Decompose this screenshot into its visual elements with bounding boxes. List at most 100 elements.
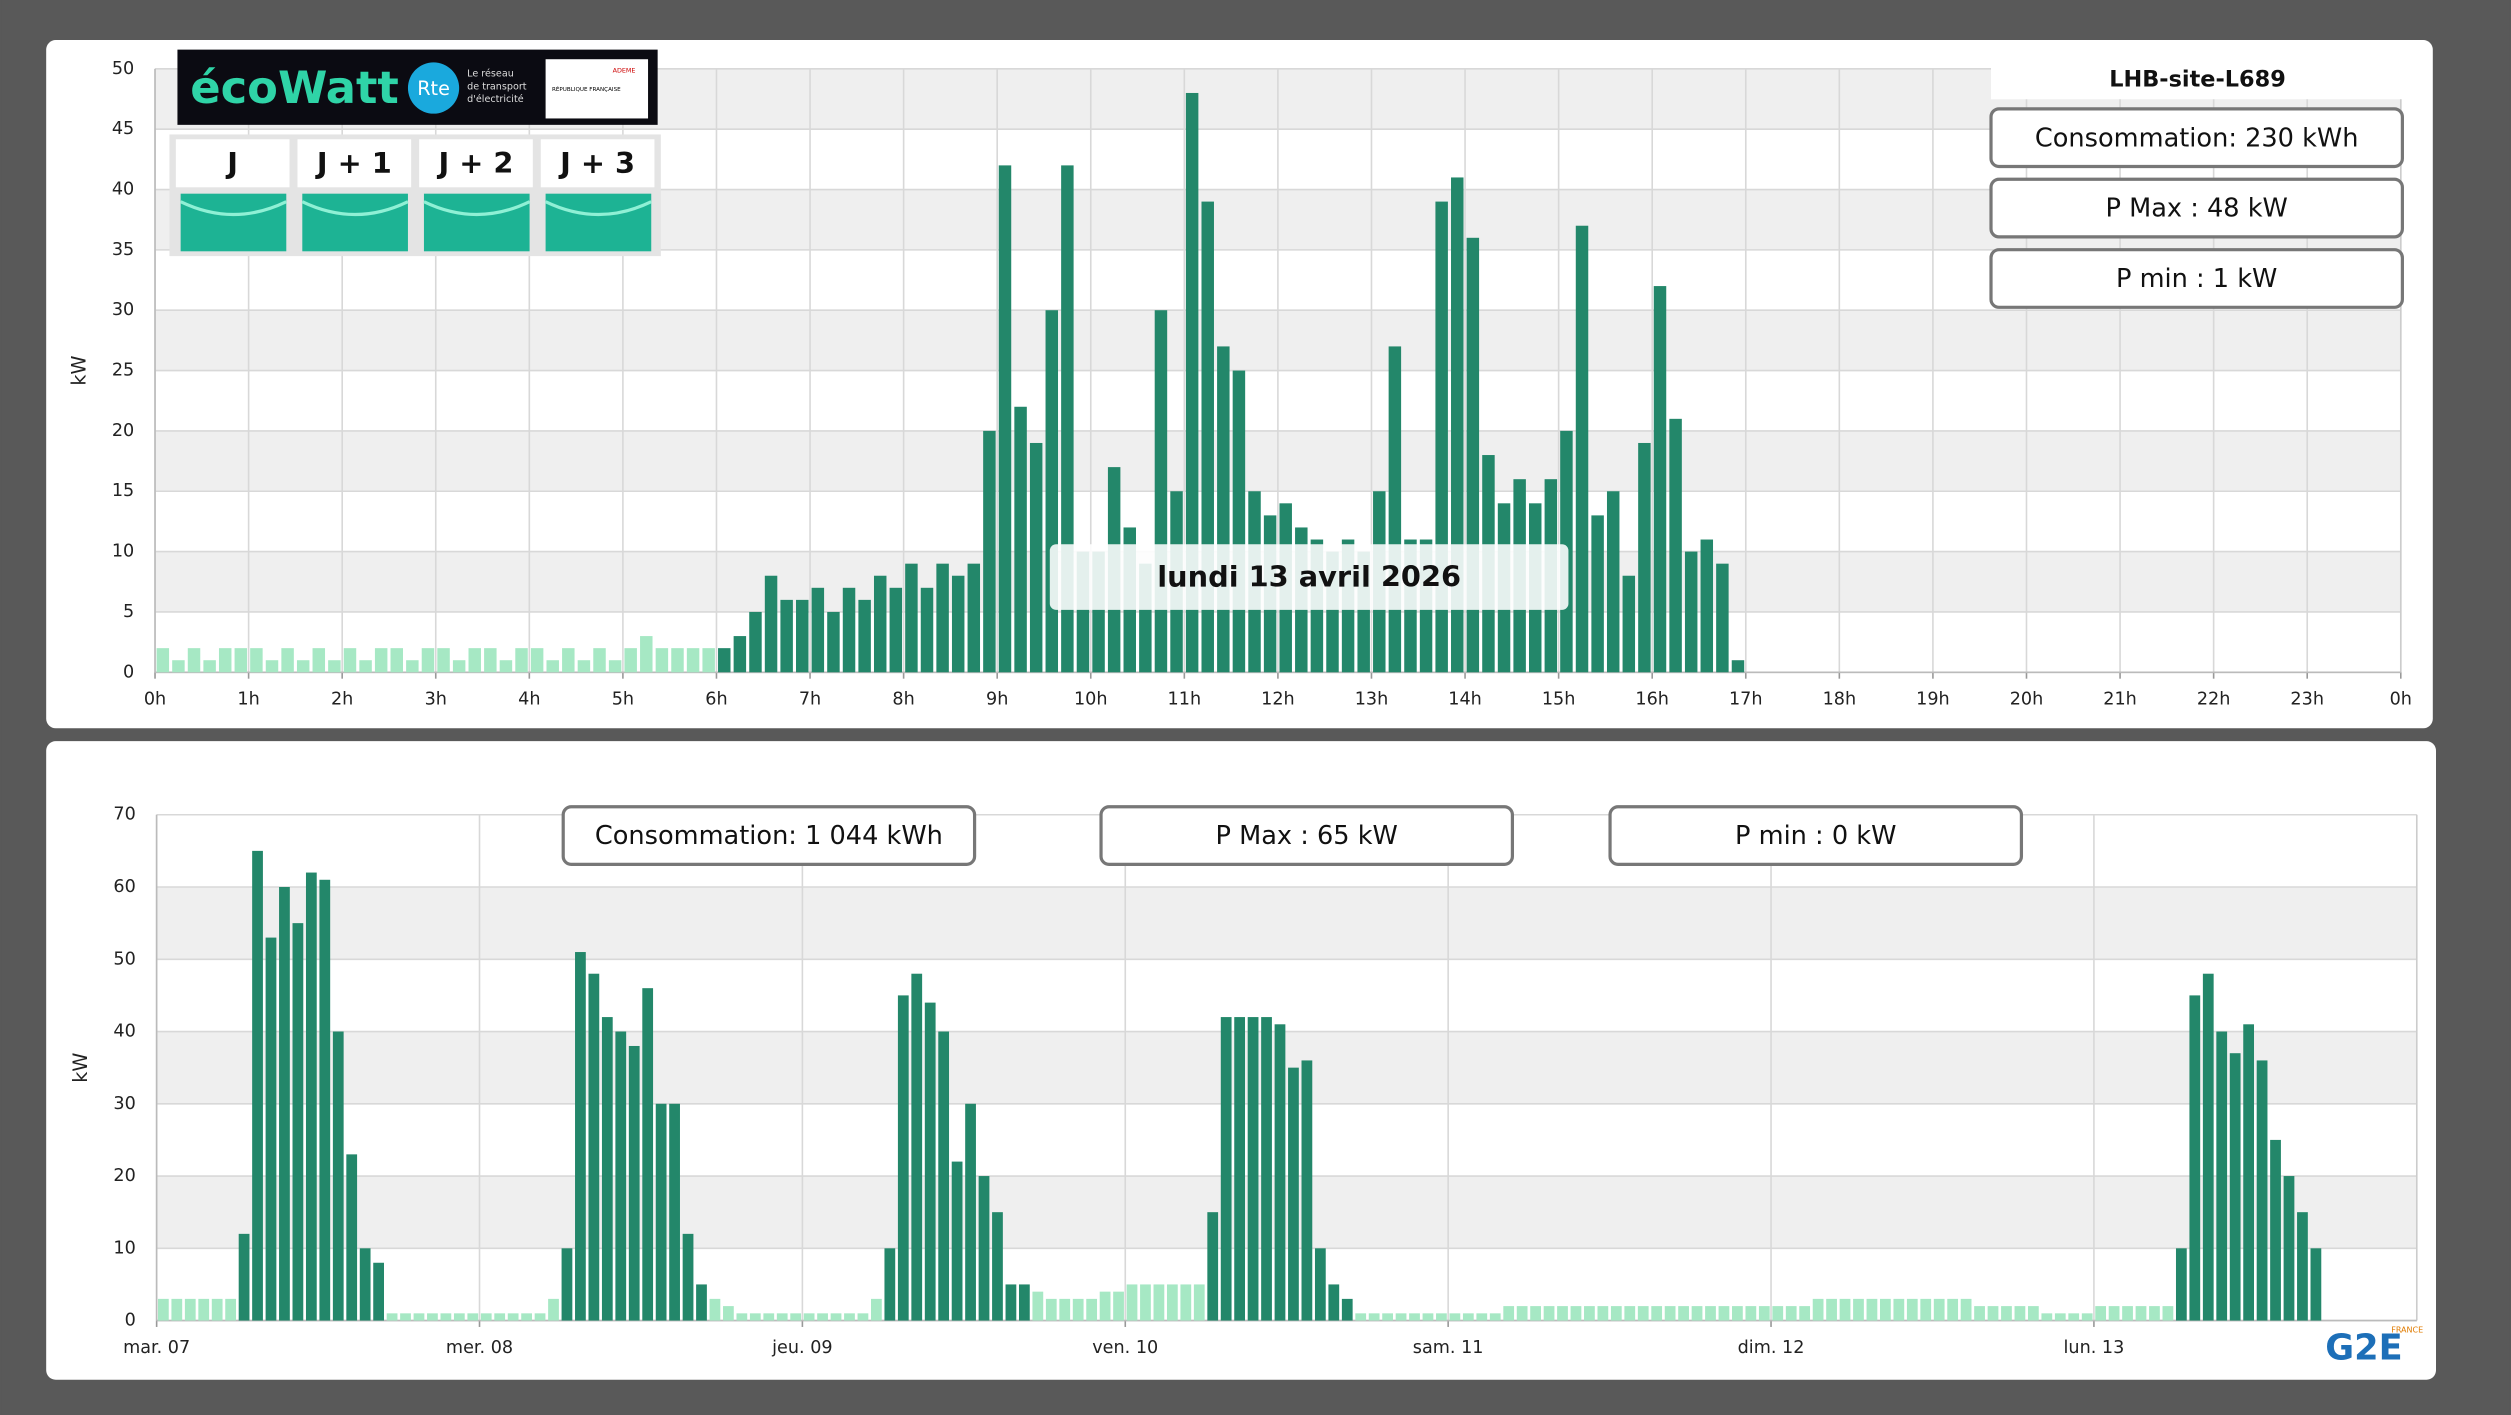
bar: [1651, 1306, 1663, 1321]
x-tick-label: dim. 12: [1738, 1338, 1805, 1358]
bar: [1274, 1024, 1286, 1321]
bar: [1180, 1284, 1192, 1321]
y-tick-label: 15: [112, 481, 134, 501]
bar: [978, 1176, 990, 1321]
bar: [844, 1313, 855, 1321]
bar: [1382, 1313, 1393, 1321]
bar: [343, 648, 357, 673]
bar: [2297, 1212, 2308, 1321]
x-tick-label: 11h: [1168, 689, 1202, 709]
bar: [764, 575, 778, 673]
bar: [873, 575, 887, 673]
bar: [1193, 1284, 1205, 1321]
day-label: J: [225, 146, 238, 180]
bar: [1839, 1298, 1851, 1321]
stat-text: Consommation: 230 kWh: [2035, 123, 2359, 153]
x-tick-label: 22h: [2197, 689, 2231, 709]
x-tick-label: 23h: [2290, 689, 2324, 709]
stat-text: P Max : 65 kW: [1216, 821, 1398, 851]
day-label: J + 1: [315, 146, 392, 180]
bar: [718, 648, 731, 673]
bar: [1032, 1291, 1044, 1321]
stat-box: [1989, 177, 2404, 239]
bar: [2014, 1306, 2026, 1321]
bar: [507, 1313, 519, 1321]
site-name: LHB-site-L689: [2109, 67, 2286, 93]
bar: [1029, 442, 1043, 673]
bar: [1409, 1313, 1420, 1321]
bar: [211, 1298, 223, 1321]
bar: [1745, 1306, 1757, 1321]
bar: [842, 587, 856, 673]
bar: [2243, 1024, 2255, 1321]
bar: [1341, 1298, 1353, 1321]
bar: [1799, 1306, 1811, 1321]
bar: [1086, 1298, 1098, 1321]
bar: [1691, 1306, 1703, 1321]
y-tick-label: 60: [113, 877, 135, 897]
bar: [1705, 1306, 1716, 1321]
bar: [480, 1313, 492, 1321]
grid-band: [156, 1103, 2417, 1177]
bar: [577, 660, 591, 673]
bar: [1301, 1060, 1313, 1321]
bar: [817, 1313, 828, 1321]
bar: [1933, 1298, 1945, 1321]
stat-box: [1989, 107, 2404, 169]
x-tick-label: 14h: [1448, 689, 1482, 709]
bar: [1866, 1298, 1878, 1321]
ecowatt-widget: écoWatt Rte Le réseau de transport d'éle…: [169, 49, 661, 257]
x-tick-label: 0h: [144, 689, 166, 709]
bar: [2054, 1313, 2066, 1321]
bar: [1140, 1284, 1151, 1321]
bar: [452, 660, 466, 673]
bar: [723, 1306, 734, 1321]
bar: [1113, 1291, 1124, 1321]
bar: [156, 648, 170, 673]
bar: [1638, 442, 1651, 673]
rte-tagline: Le réseau: [467, 68, 514, 80]
bar: [359, 660, 372, 673]
bar: [1678, 1306, 1689, 1321]
bar: [1637, 1306, 1649, 1321]
bar: [2068, 1313, 2080, 1321]
ademe: ADEME: [613, 66, 636, 74]
bar: [1355, 1313, 1367, 1321]
y-tick-label: 10: [113, 1238, 135, 1258]
bar: [920, 587, 934, 673]
bar: [1920, 1298, 1932, 1321]
stat-box: [561, 805, 977, 866]
bar: [1449, 1313, 1461, 1321]
bar: [515, 648, 528, 673]
bar: [749, 1313, 761, 1321]
bar: [534, 1313, 546, 1321]
bar: [1664, 1306, 1676, 1321]
bar: [924, 1002, 936, 1321]
y-axis-label: kW: [69, 1053, 92, 1083]
bar: [521, 1313, 532, 1321]
day-wave: [301, 200, 409, 216]
x-tick-label: 17h: [1729, 689, 1763, 709]
republique: RÉPUBLIQUE FRANÇAISE: [552, 85, 621, 93]
bar: [857, 1313, 869, 1321]
bar: [965, 1103, 976, 1321]
bar: [889, 587, 903, 673]
bar: [359, 1248, 371, 1321]
bar: [499, 660, 513, 673]
stat-text: P min : 1 kW: [2116, 264, 2277, 294]
bar: [1826, 1298, 1837, 1321]
bar: [2202, 973, 2214, 1321]
bar: [292, 923, 304, 1321]
x-tick-label: 9h: [986, 689, 1008, 709]
bar: [203, 660, 216, 673]
rte-logo: Rte: [417, 77, 450, 100]
y-tick-label: 45: [112, 119, 134, 139]
bar: [601, 1017, 613, 1321]
bar: [319, 879, 331, 1321]
bar: [640, 636, 653, 673]
bar: [198, 1298, 210, 1321]
bar: [615, 1031, 627, 1321]
bar: [749, 611, 762, 673]
bar: [1045, 1298, 1057, 1321]
bar: [655, 648, 669, 673]
